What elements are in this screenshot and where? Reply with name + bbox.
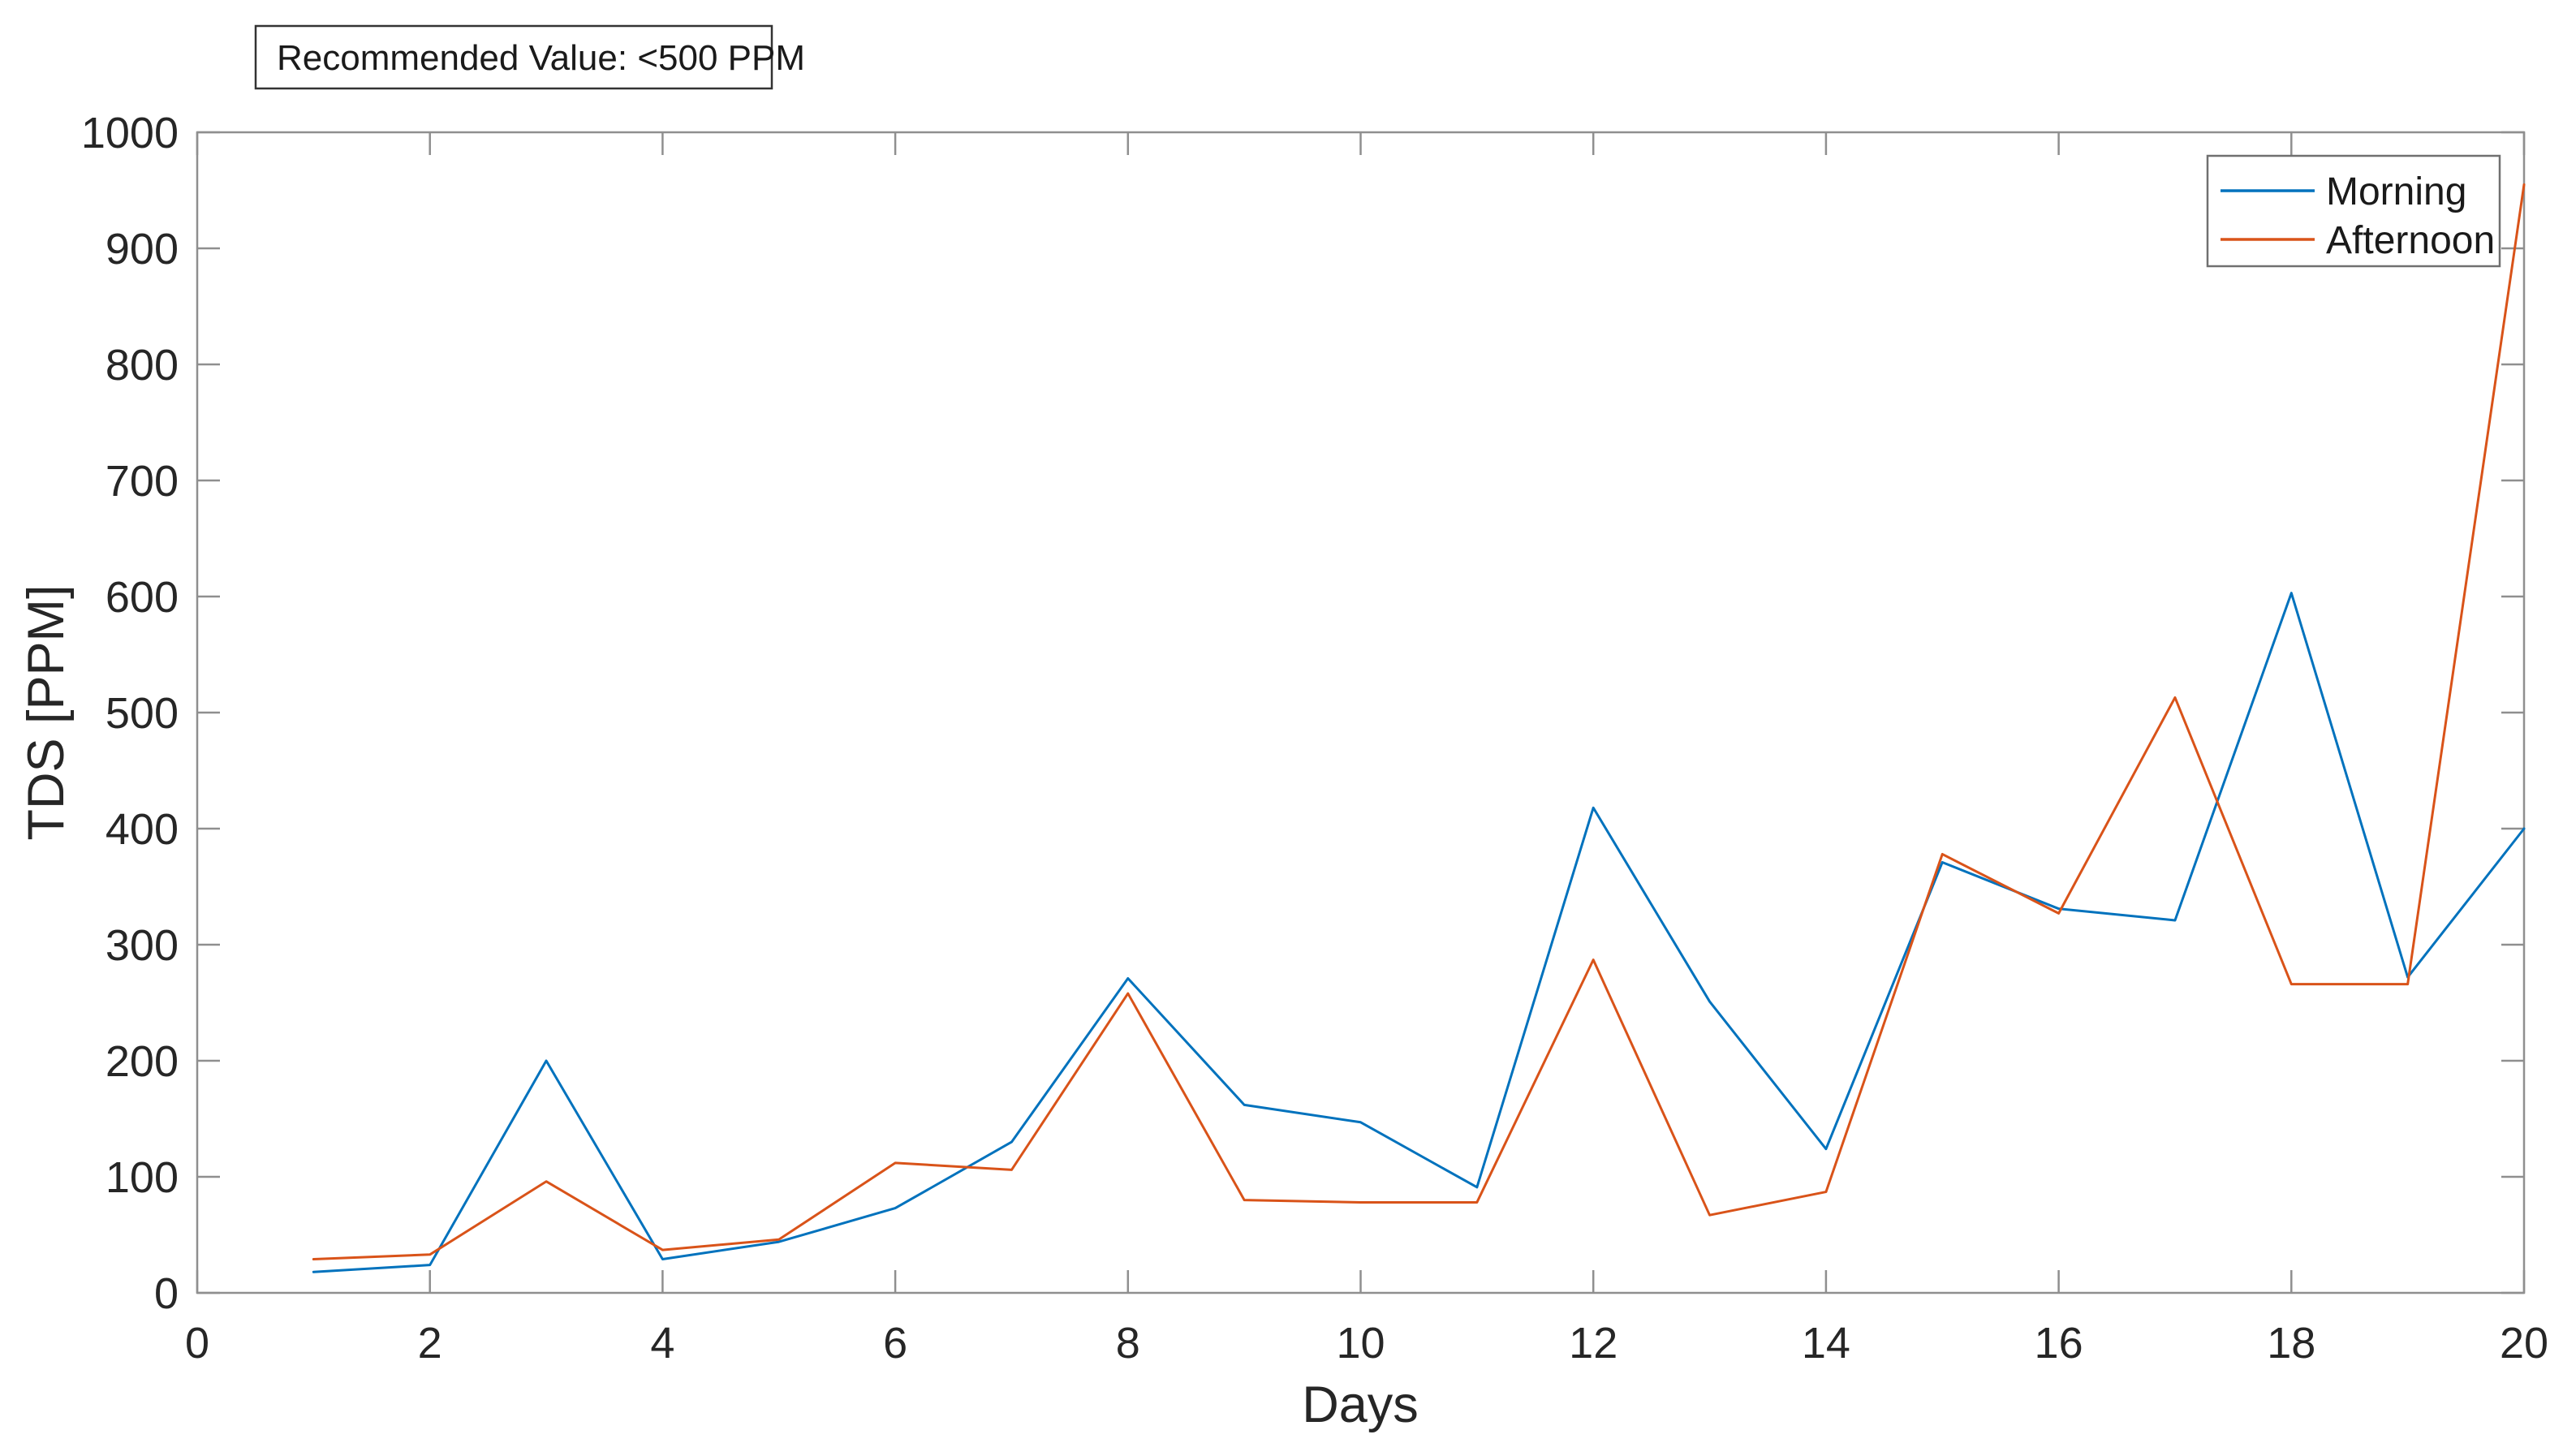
y-tick-label: 800 [106,341,179,390]
x-tick-label: 6 [883,1319,907,1368]
y-tick-label: 0 [154,1269,179,1318]
legend: Morning Afternoon [2206,154,2501,268]
x-tick-label: 12 [1569,1319,1617,1368]
y-tick-label: 900 [106,225,179,274]
y-tick-label: 600 [106,573,179,622]
afternoon-line [312,183,2526,1261]
x-tick-label: 0 [185,1319,209,1368]
x-tick-label: 8 [1116,1319,1140,1368]
legend-label-afternoon: Afternoon [2326,219,2495,262]
annotation-text: Recommended Value: <500 PPM [277,38,805,78]
plot-border [196,131,2526,1294]
y-tick-label: 1000 [81,109,179,157]
y-tick-label: 100 [106,1153,179,1202]
series-layer [312,183,2526,1273]
x-tick-label: 18 [2267,1319,2315,1368]
x-tick-label: 2 [418,1319,442,1368]
legend-box [2206,154,2501,268]
x-axis-label: Days [1302,1376,1419,1433]
y-tick-label: 300 [106,921,179,970]
legend-label-morning: Morning [2326,170,2466,213]
x-tick-label: 10 [1336,1319,1385,1368]
x-tick-label: 16 [2035,1319,2083,1368]
x-tick-label: 14 [1802,1319,1850,1368]
annotation-box [254,24,773,90]
y-tick-label: 200 [106,1037,179,1086]
y-tick-label: 500 [106,689,179,738]
x-tick-label: 20 [2500,1319,2548,1368]
y-axis-label: TDS [PPM] [18,584,75,840]
axes-layer: 0 2 4 6 8 10 12 14 16 18 2001002003004005006007008… [81,109,2548,1368]
morning-line [312,592,2526,1273]
annotation-textbox: Recommended Value: <500 PPM [254,24,805,90]
y-tick-label: 700 [106,457,179,506]
y-tick-label: 400 [106,805,179,854]
x-tick-label: 4 [650,1319,674,1368]
